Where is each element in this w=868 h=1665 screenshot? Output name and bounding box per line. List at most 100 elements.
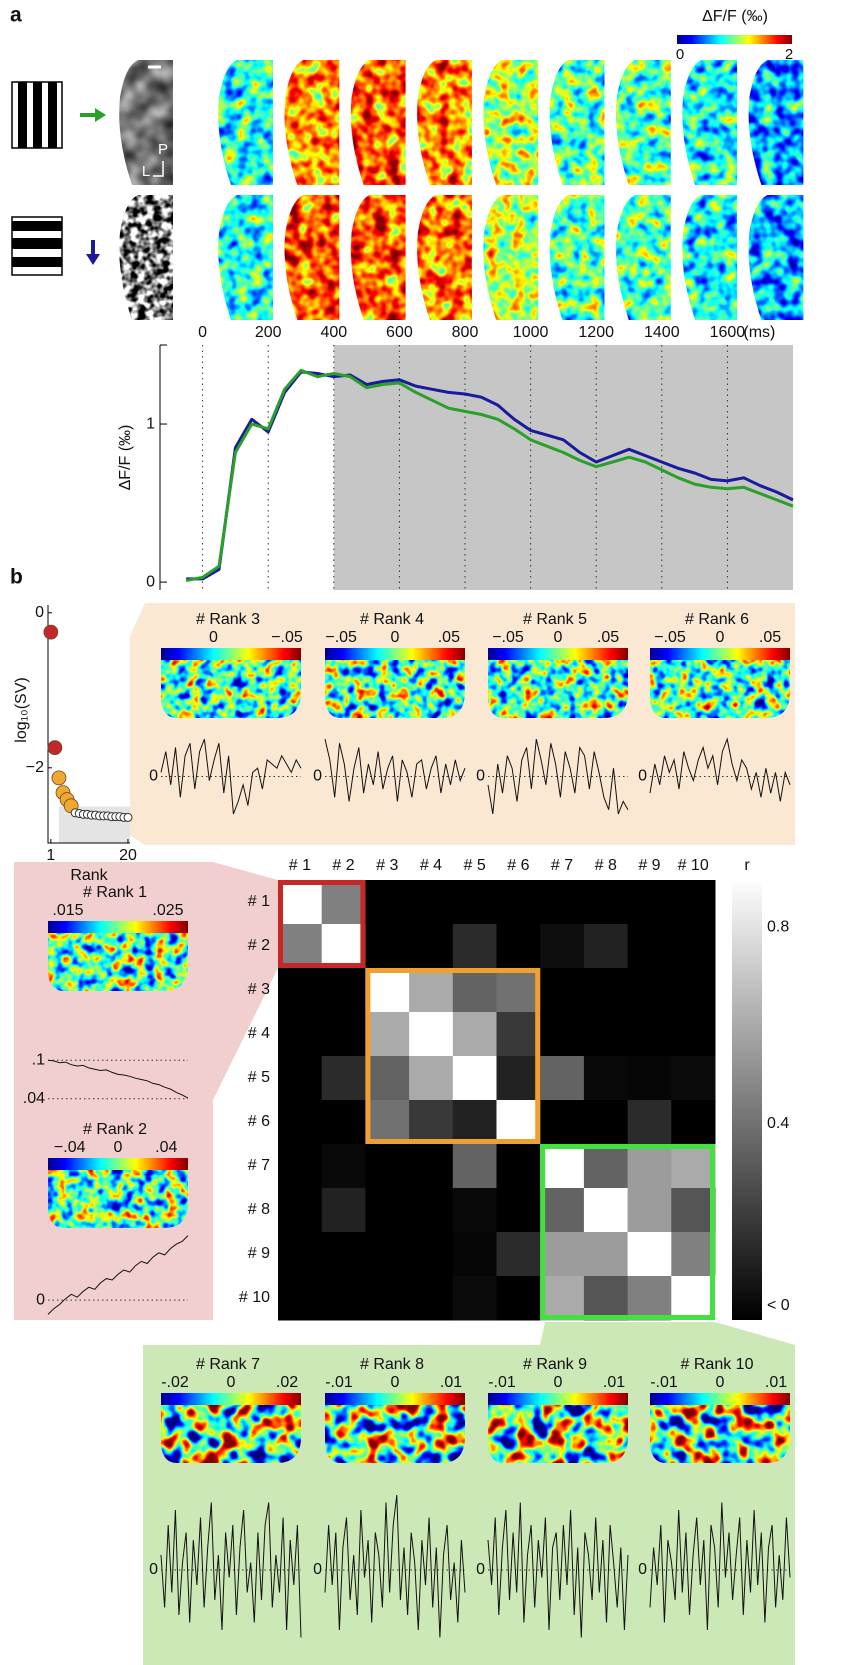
- matrix-cell: [409, 1188, 454, 1233]
- matrix-cell: [540, 968, 585, 1013]
- row-label: # 7: [248, 1157, 270, 1174]
- trace-tick-label: 0: [476, 1561, 485, 1578]
- matrix-cell: [365, 1276, 410, 1321]
- image-pixels: [325, 660, 465, 718]
- colorbar-tick-label: 0: [716, 1374, 725, 1391]
- matrix-cell: [365, 1056, 410, 1101]
- matrix-cell: [365, 924, 410, 969]
- column-label: # 2: [332, 857, 354, 874]
- matrix-cell: [627, 1056, 672, 1101]
- matrix-cell: [583, 968, 629, 1013]
- colorbar-tick-label: 0: [209, 629, 218, 646]
- component-map: [488, 660, 628, 718]
- image-pixels: [325, 1405, 465, 1463]
- colorbar-tick-label: .05: [759, 629, 781, 646]
- matrix-cell: [409, 1276, 454, 1321]
- matrix-cell: [452, 924, 497, 969]
- matrix-cell: [540, 1232, 585, 1277]
- matrix-cell: [671, 1012, 716, 1057]
- x-axis-label: Rank: [70, 867, 108, 884]
- colorbar-tick-label: .05: [438, 629, 460, 646]
- colorbar-tick-label: .02: [276, 1374, 298, 1391]
- column-label: # 3: [376, 857, 398, 874]
- matrix-cell: [583, 1100, 629, 1145]
- trace-tick-label: 0: [36, 1291, 45, 1308]
- component-trace: [487, 738, 629, 815]
- image-pixels: [218, 60, 273, 185]
- image-pixels: [616, 195, 671, 320]
- matrix-cell: [452, 1276, 497, 1321]
- trace-tick-label: 0: [476, 768, 485, 785]
- x-tick-label: 600: [386, 324, 413, 341]
- x-unit: (ms): [743, 324, 775, 341]
- image-pixels: [218, 195, 273, 320]
- component-trace: [47, 1235, 189, 1315]
- matrix-cell: [321, 1276, 366, 1321]
- colorbar-tick-label: 0: [114, 1139, 123, 1156]
- column-label: # 5: [464, 857, 486, 874]
- matrix-cell: [496, 1056, 541, 1101]
- colorbar: [325, 648, 465, 660]
- colorbar-tick-label: 0: [227, 1374, 236, 1391]
- matrix-cell: [452, 968, 497, 1013]
- x-tick-label: 1000: [513, 324, 549, 341]
- component-trace: [487, 1502, 629, 1638]
- row-label: # 9: [248, 1245, 270, 1262]
- matrix-cell: [671, 1276, 716, 1321]
- image-pixels: [119, 60, 173, 185]
- shaded-region: [333, 345, 793, 590]
- image-pixels: [488, 660, 628, 718]
- column-label: # 4: [420, 857, 442, 874]
- matrix-cell: [278, 880, 323, 925]
- colorbar-tick-label: 0: [676, 46, 684, 63]
- matrix-cell: [627, 968, 672, 1013]
- orientation-label: L: [142, 163, 150, 180]
- response-frame: [682, 195, 738, 320]
- colorbar-tick-label: 2: [785, 46, 793, 63]
- orientation-axes: [153, 161, 164, 177]
- column-label: # 8: [595, 857, 617, 874]
- rank-title: # Rank 2: [83, 1121, 147, 1138]
- matrix-cell: [627, 1232, 672, 1277]
- matrix-cell: [452, 1144, 497, 1189]
- x-tick-label: 0: [198, 324, 207, 341]
- trace-tick-label: 0: [313, 1561, 322, 1578]
- response-frame: [350, 195, 406, 320]
- matrix-cell: [671, 924, 716, 969]
- matrix-cell: [496, 1012, 541, 1057]
- y-tick-label: 0: [146, 573, 155, 590]
- column-label: # 10: [678, 857, 709, 874]
- matrix-cell: [452, 1056, 497, 1101]
- matrix-cell: [540, 1012, 585, 1057]
- matrix-cell: [540, 924, 585, 969]
- component-trace: [649, 1502, 791, 1631]
- column-label: # 7: [551, 857, 573, 874]
- component-trace: [160, 1502, 302, 1638]
- colorbar-tick-label: −.04: [54, 1139, 86, 1156]
- arrow: [80, 108, 106, 122]
- colorbar-tick-label: .04: [155, 1139, 177, 1156]
- image-pixels: [748, 60, 804, 185]
- colorbar: [650, 648, 790, 660]
- matrix-cell: [671, 1144, 716, 1189]
- trace-tick-label: 0: [149, 768, 158, 785]
- brain-image: [119, 60, 173, 185]
- component-trace: [324, 1494, 466, 1638]
- matrix-cell: [627, 1100, 672, 1145]
- y-axis-label: log₁₀(SV): [13, 677, 30, 742]
- image-pixels: [48, 1170, 188, 1228]
- colorbar-tick-label: .015: [52, 902, 83, 919]
- colorbar-tick-label: .01: [603, 1374, 625, 1391]
- image-pixels: [682, 195, 738, 320]
- matrix-cell: [627, 1188, 672, 1233]
- panel-label: b: [10, 566, 23, 589]
- matrix-cell: [583, 1012, 629, 1057]
- matrix-cell: [671, 1100, 716, 1145]
- series-line: [185, 368, 794, 582]
- trace-tick-label: 0: [149, 1561, 158, 1578]
- matrix-cell: [321, 1188, 366, 1233]
- group-background: [143, 1322, 795, 1665]
- image-pixels: [48, 933, 188, 991]
- colorbar-tick-label: 0: [554, 1374, 563, 1391]
- column-label: # 6: [507, 857, 529, 874]
